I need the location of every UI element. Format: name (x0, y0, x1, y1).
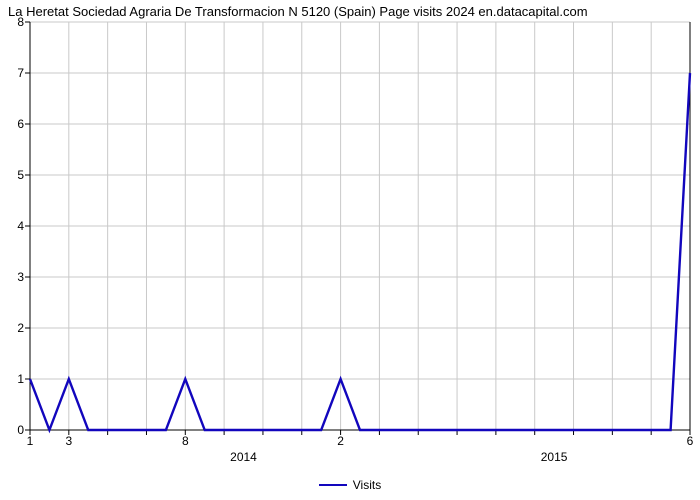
y-tick-label: 2 (17, 321, 24, 335)
x-tick-label: 2 (337, 434, 344, 448)
chart-svg (30, 22, 700, 442)
legend-swatch (319, 484, 347, 486)
plot-area: 0123456781382620142015 (30, 22, 690, 430)
legend-label: Visits (353, 478, 381, 492)
x-tick-label: 6 (687, 434, 694, 448)
series-line (30, 73, 690, 430)
y-tick-label: 7 (17, 66, 24, 80)
y-tick-label: 3 (17, 270, 24, 284)
legend: Visits (0, 478, 700, 492)
y-tick-label: 6 (17, 117, 24, 131)
y-tick-label: 5 (17, 168, 24, 182)
y-tick-label: 4 (17, 219, 24, 233)
chart-title: La Heretat Sociedad Agraria De Transform… (8, 4, 588, 19)
x-tick-label: 3 (65, 434, 72, 448)
y-tick-label: 1 (17, 372, 24, 386)
x-tick-label: 1 (27, 434, 34, 448)
x-tick-label-year: 2015 (541, 450, 568, 464)
x-tick-label: 8 (182, 434, 189, 448)
y-tick-label: 8 (17, 15, 24, 29)
y-tick-label: 0 (17, 423, 24, 437)
x-tick-label-year: 2014 (230, 450, 257, 464)
